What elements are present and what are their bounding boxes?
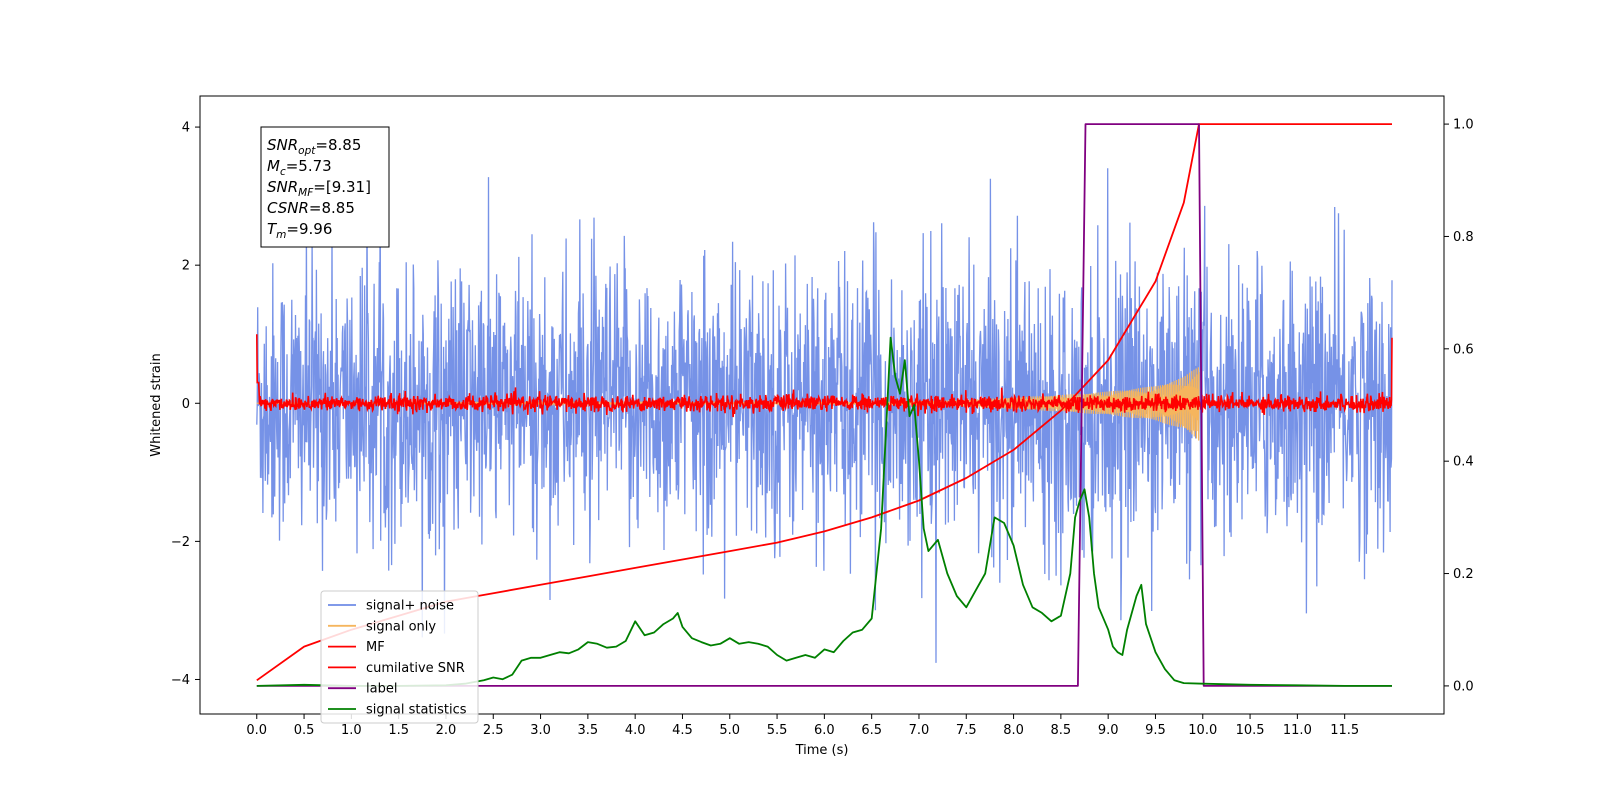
x-tick-label: 0.5 xyxy=(294,723,315,738)
x-tick-label: 9.0 xyxy=(1098,723,1119,738)
x-tick-label: 3.0 xyxy=(530,723,551,738)
legend-label: signal only xyxy=(366,619,436,634)
y2-tick-label: 0.8 xyxy=(1453,230,1474,245)
legend-label: signal statistics xyxy=(366,703,467,718)
x-axis-label: Time (s) xyxy=(795,743,849,758)
annotation-line: Mc=5.73 xyxy=(267,157,332,178)
x-tick-label: 6.0 xyxy=(814,723,835,738)
plot-frame xyxy=(199,95,1445,715)
annotation-line: SNRopt=8.85 xyxy=(267,136,361,157)
y-tick-label: 0 xyxy=(182,397,190,412)
annotation-line: CSNR=8.85 xyxy=(267,199,355,217)
x-tick-label: 5.5 xyxy=(767,723,788,738)
legend: signal+ noise signal only MF cumilative SNR… xyxy=(320,590,479,724)
annotation-line: SNRMF=[9.31] xyxy=(267,178,371,199)
y2-tick-label: 0.2 xyxy=(1453,567,1474,582)
legend-label: MF xyxy=(366,640,385,655)
series-mf xyxy=(256,334,1393,418)
y2-tick-label: 0.0 xyxy=(1453,679,1474,694)
x-tick-label: 4.0 xyxy=(625,723,646,738)
y-axis-left: −4 −2 0 2 4 xyxy=(171,121,200,688)
y2-tick-label: 1.0 xyxy=(1453,118,1474,133)
x-tick-label: 8.0 xyxy=(1003,723,1024,738)
x-tick-label: 7.0 xyxy=(909,723,930,738)
y2-tick-label: 0.4 xyxy=(1453,455,1474,470)
y-tick-label: 4 xyxy=(182,121,190,136)
x-tick-label: 10.0 xyxy=(1188,723,1217,738)
x-tick-label: 11.0 xyxy=(1283,723,1312,738)
y-axis-label: Whitened strain xyxy=(149,353,164,456)
series-signal-noise xyxy=(256,140,1393,663)
legend-label: cumilative SNR xyxy=(366,661,465,676)
y-tick-label: −2 xyxy=(171,535,190,550)
x-tick-label: 2.5 xyxy=(483,723,504,738)
x-tick-label: 3.5 xyxy=(578,723,599,738)
y2-tick-label: 0.6 xyxy=(1453,342,1474,357)
y-tick-label: 2 xyxy=(182,259,190,274)
x-tick-label: 1.0 xyxy=(341,723,362,738)
legend-label: label xyxy=(366,682,397,697)
x-tick-label: 5.0 xyxy=(719,723,740,738)
x-tick-label: 8.5 xyxy=(1051,723,1072,738)
x-axis: 0.0 0.5 1.0 1.5 2.0 2.5 3.0 3.5 4.0 4.5 5.0 5.5 6.0 6… xyxy=(246,714,1359,738)
x-tick-label: 11.5 xyxy=(1330,723,1359,738)
x-tick-label: 7.5 xyxy=(956,723,977,738)
legend-label: signal+ noise xyxy=(366,599,454,614)
y-axis-right: 0.0 0.2 0.4 0.6 0.8 1.0 xyxy=(1444,118,1474,694)
annotation-line: Tm=9.96 xyxy=(267,220,332,241)
series-signal-statistics xyxy=(256,336,1392,687)
y-tick-label: −4 xyxy=(171,673,190,688)
x-tick-label: 4.5 xyxy=(672,723,693,738)
series-label xyxy=(256,123,1392,687)
x-tick-label: 0.0 xyxy=(246,723,267,738)
x-tick-label: 9.5 xyxy=(1145,723,1166,738)
x-tick-label: 6.5 xyxy=(861,723,882,738)
x-tick-label: 1.5 xyxy=(388,723,409,738)
x-tick-label: 10.5 xyxy=(1236,723,1265,738)
x-tick-label: 2.0 xyxy=(436,723,457,738)
